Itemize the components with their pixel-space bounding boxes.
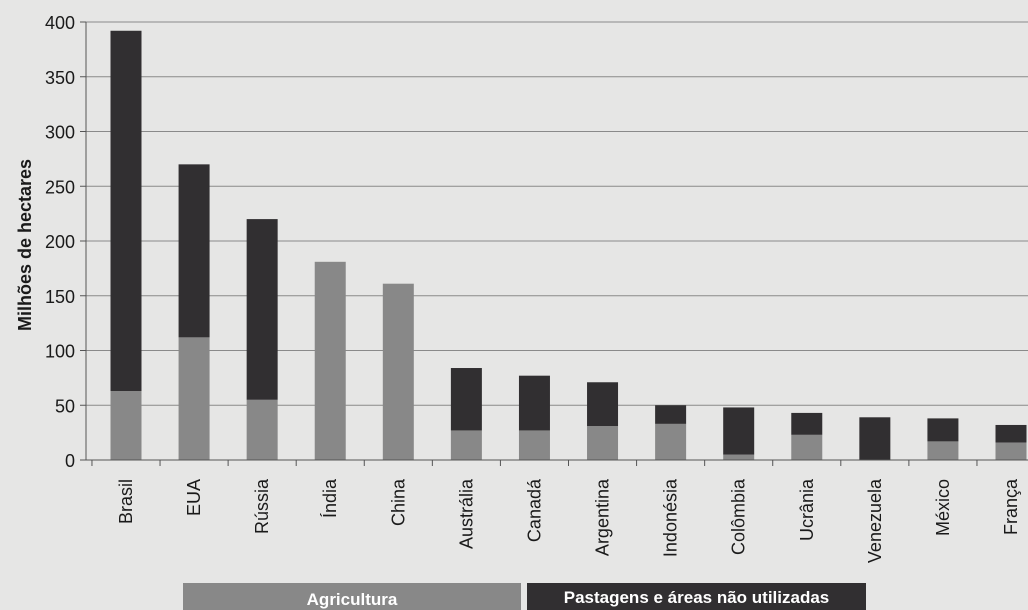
bar-agricultura	[927, 441, 959, 460]
x-tick-label: Colômbia	[729, 478, 749, 555]
bar-pastagens	[995, 424, 1027, 443]
x-tick-label: Ucrânia	[797, 478, 817, 541]
bars	[110, 30, 1027, 460]
y-tick-label: 150	[45, 287, 75, 307]
y-tick-label: 400	[45, 13, 75, 33]
y-axis-label: Milhões de hectares	[15, 159, 35, 331]
x-tick-label: Indonésia	[661, 478, 681, 557]
bar-agricultura	[655, 423, 687, 460]
x-tick-label: Brasil	[116, 479, 136, 524]
y-tick-label: 250	[45, 177, 75, 197]
bar-pastagens	[587, 382, 619, 427]
bar-pastagens	[450, 368, 482, 431]
bar-agricultura	[382, 283, 414, 460]
x-tick-label: Austrália	[456, 478, 476, 549]
x-tick-labels: Brasil EUA Rússia Índia China Austrália Canadá…	[116, 478, 1021, 563]
bar-pastagens	[859, 417, 891, 460]
x-tick-label: Argentina	[593, 478, 613, 556]
y-tick-label: 200	[45, 232, 75, 252]
bar-pastagens	[518, 375, 550, 431]
x-tick-label: Índia	[320, 478, 340, 518]
y-tick-label: 50	[55, 396, 75, 416]
bar-agricultura	[314, 261, 346, 460]
y-tick-label: 300	[45, 123, 75, 143]
bar-pastagens	[110, 30, 142, 392]
bar-agricultura	[587, 426, 619, 460]
y-tick-label: 350	[45, 68, 75, 88]
legend-agricultura-label: Agricultura	[306, 590, 398, 609]
bar-pastagens	[246, 219, 278, 400]
bar-agricultura	[178, 337, 210, 460]
bar-agricultura	[723, 454, 755, 460]
y-tick-label: 100	[45, 342, 75, 362]
x-tick-label: Venezuela	[865, 478, 885, 563]
bar-pastagens	[655, 405, 687, 424]
y-tick-labels: 0 50 100 150 200 250 300 350 400	[45, 13, 86, 471]
bar-agricultura	[450, 430, 482, 460]
bar-pastagens	[791, 412, 823, 435]
x-tick-label: França	[1001, 478, 1021, 535]
bar-pastagens	[927, 418, 959, 442]
x-tick-label: EUA	[184, 479, 204, 516]
x-tick-label: México	[933, 479, 953, 536]
bar-pastagens	[723, 407, 755, 455]
bar-agricultura	[995, 442, 1027, 460]
legend-pastagens: Pastagens e áreas não utilizadas	[527, 583, 866, 610]
bar-pastagens	[178, 164, 210, 338]
bar-agricultura	[110, 391, 142, 460]
bar-agricultura	[518, 430, 550, 460]
axes	[85, 22, 1028, 466]
x-tick-label: China	[388, 478, 408, 526]
legend-agricultura: Agricultura	[183, 583, 521, 610]
x-tick-label: Rússia	[252, 478, 272, 534]
gridlines	[86, 21, 1028, 406]
x-tick-label: Canadá	[524, 478, 544, 542]
bar-agricultura	[791, 434, 823, 460]
legend-pastagens-label: Pastagens e áreas não utilizadas	[563, 588, 830, 607]
y-tick-label: 0	[65, 451, 75, 471]
bar-agricultura	[246, 399, 278, 460]
